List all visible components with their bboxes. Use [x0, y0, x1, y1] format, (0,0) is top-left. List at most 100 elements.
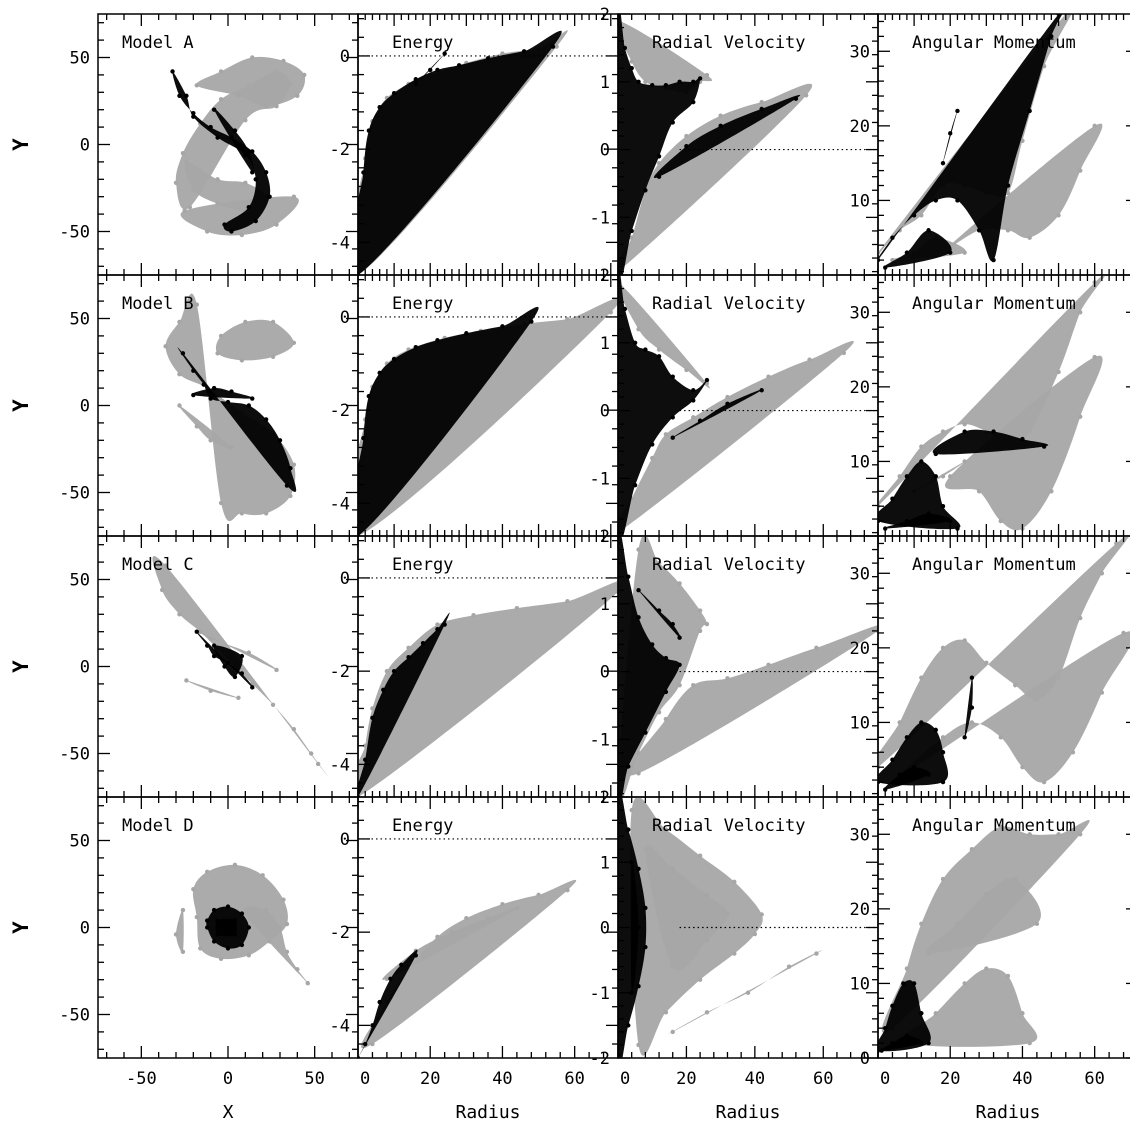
gray-point-1-9	[1056, 369, 1061, 375]
black-point-1-3	[211, 653, 217, 659]
black-point-1-6	[250, 149, 255, 154]
gray-point-1-2	[897, 720, 902, 725]
gray-point-2-3	[277, 925, 283, 930]
gray-point-1-10	[309, 751, 314, 756]
black-point-2-3	[904, 1033, 910, 1038]
gray-particle-region-1	[618, 341, 854, 533]
black-point-2-3	[629, 990, 634, 995]
black-particle-region-1	[878, 980, 931, 1052]
black-point-1-3	[636, 615, 641, 620]
black-point-1-6	[677, 662, 682, 668]
y-axis-label: Y	[9, 660, 33, 673]
black-point-1-5	[933, 474, 938, 479]
gray-point-1-5	[962, 638, 967, 643]
black-particle-region-2	[653, 94, 801, 179]
black-point-2-4	[759, 106, 764, 112]
x-tick-label: 0	[360, 1069, 370, 1089]
black-point-1-2	[191, 368, 196, 373]
gray-point-3-1	[184, 159, 189, 165]
black-point-1-7	[677, 79, 682, 84]
gray-point-1-5	[759, 912, 764, 917]
black-point-1-9	[697, 76, 703, 81]
black-point-1-3	[904, 474, 910, 479]
y-tick-label: -2	[330, 140, 350, 160]
black-point-1-5	[239, 671, 245, 676]
gray-point-1-6	[435, 622, 440, 627]
gray-point-3-6	[243, 180, 248, 185]
gray-point-2-1	[948, 474, 953, 479]
y-tick-label: 0	[80, 136, 90, 156]
black-point-1-4	[208, 124, 213, 130]
gray-particle-region-2	[243, 906, 311, 986]
black-point-1-6	[239, 942, 245, 948]
gray-point-1-10	[636, 1042, 641, 1048]
x-tick-label: 60	[813, 1069, 833, 1089]
gray-point-1-5	[684, 133, 689, 139]
black-point-1-6	[413, 345, 418, 350]
gray-point-1-10	[554, 44, 559, 49]
gray-point-1-1	[370, 1041, 375, 1047]
black-point-1-8	[704, 377, 710, 383]
black-point-1-4	[636, 79, 641, 84]
x-tick-label: 60	[564, 1069, 584, 1089]
gray-point-3-2	[704, 1010, 710, 1015]
gray-point-1-5	[969, 847, 975, 852]
panel-angular_momentum-row-1: 10 20 30 Angular Momentum	[850, 13, 1130, 276]
y-tick-label: 30	[850, 564, 870, 584]
black-point-2-2	[890, 1040, 895, 1046]
x-tick-label: -50	[126, 1069, 157, 1089]
gray-point-1-8	[677, 581, 682, 586]
black-particle-region-3	[883, 513, 952, 529]
black-point-1-5	[911, 981, 917, 986]
black-point-1-8	[211, 939, 217, 944]
black-point-1-4	[643, 905, 648, 911]
gray-point-2-7	[1092, 123, 1097, 129]
black-point-2-4	[1020, 436, 1025, 442]
black-point-1-2	[363, 1041, 368, 1047]
black-point-2-1	[191, 392, 196, 398]
black-point-1-8	[1005, 183, 1011, 188]
gray-point-1-4	[435, 934, 440, 940]
black-point-2-3	[926, 228, 931, 233]
gray-point-1-4	[177, 371, 182, 377]
black-point-1-8	[464, 331, 469, 336]
gray-particle-region-1	[618, 83, 813, 272]
x-tick-label: 40	[492, 1069, 512, 1089]
gray-point-3-3	[984, 891, 989, 897]
gray-point-1-6	[281, 897, 286, 902]
x-axis-label: Radius	[715, 1102, 780, 1122]
black-point-1-2	[363, 757, 368, 762]
gray-point-1-7	[471, 613, 476, 618]
gray-point-1-4	[656, 160, 662, 166]
black-particle-region-2	[932, 429, 1049, 455]
gray-particle-region-2	[626, 625, 878, 776]
black-point-1-4	[239, 911, 245, 916]
gray-point-2-6	[1078, 168, 1083, 173]
black-point-3-1	[962, 735, 967, 740]
black-point-1-2	[626, 574, 631, 579]
y-tick-label: 0	[80, 397, 90, 417]
black-point-1-16	[191, 114, 196, 119]
black-point-1-7	[435, 338, 440, 343]
panel-radial_velocity-row-2: -1 0 1 2 Radial Velocity	[590, 266, 879, 537]
gray-point-1-10	[636, 547, 641, 552]
black-point-1-10	[229, 229, 234, 234]
black-point-2-5	[1041, 444, 1047, 449]
panel-angular_momentum-row-3: 10 20 30 Angular Momentum	[850, 535, 1130, 798]
panel-energy-row-1: -4 -2 0 Energy	[330, 13, 619, 276]
black-particle-region-2	[213, 645, 243, 678]
black-point-1-5	[656, 354, 662, 359]
particle-layer	[618, 275, 854, 536]
panel-radial_velocity-row-1: -1 0 1 2 Radial Velocity	[590, 5, 879, 276]
y-tick-label: 0	[340, 569, 350, 589]
gray-particle-region-3	[185, 680, 239, 699]
y-tick-label: 1	[600, 73, 610, 93]
x-tick-label: 0	[880, 1069, 890, 1089]
y-tick-label: -2	[330, 662, 350, 682]
black-point-3-3	[969, 675, 975, 680]
panel-radial_velocity-row-3: -1 0 1 2 Radial Velocity	[590, 527, 879, 798]
gray-point-3-2	[191, 187, 196, 192]
particle-layer	[878, 275, 1106, 531]
gray-point-3-2	[173, 932, 179, 937]
gray-point-3-2	[194, 424, 199, 429]
